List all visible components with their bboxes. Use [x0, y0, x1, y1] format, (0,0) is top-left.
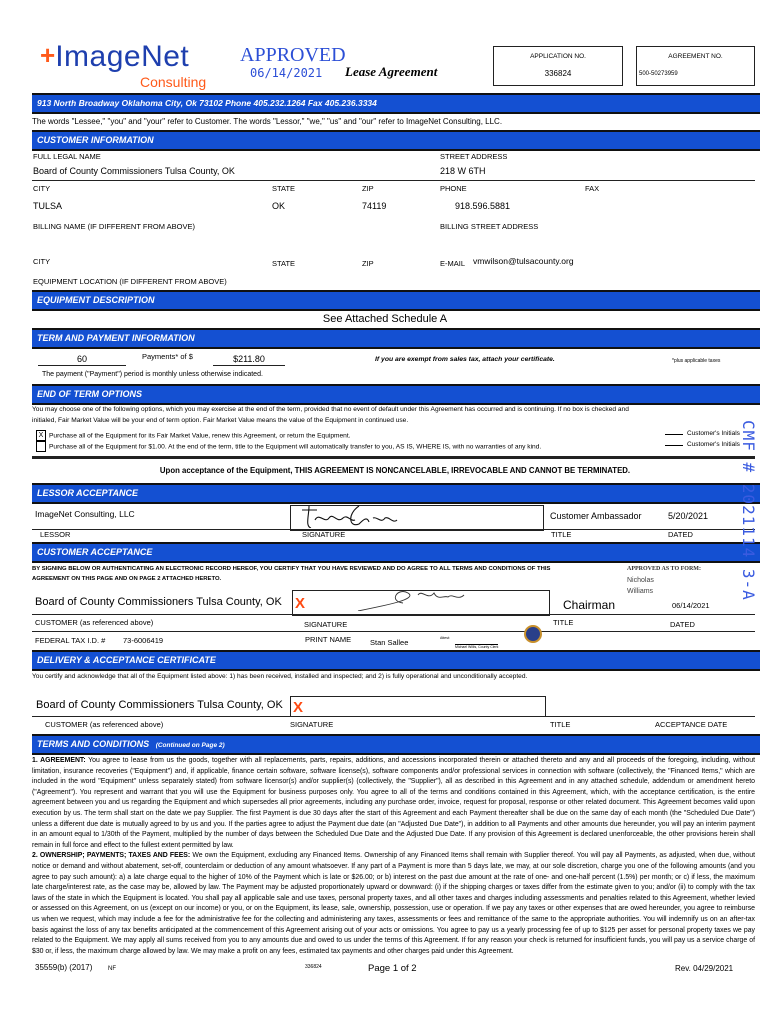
logo-main: ImageNet [55, 40, 190, 73]
section-customer-information: CUSTOMER INFORMATION [32, 130, 760, 151]
terms-text: 1. AGREEMENT: You agree to lease from us… [32, 757, 756, 955]
customer-signature-box[interactable]: X [292, 590, 550, 616]
payment-amount: $211.80 [213, 354, 285, 366]
agreement-number-box: AGREEMENT NO. 500-50273959 [636, 46, 755, 86]
page-title: Lease Agreement [345, 64, 438, 79]
zip: 74119 [362, 201, 387, 211]
divider [32, 180, 755, 181]
address-bar: 913 North Broadway Oklahoma City, Ok 731… [32, 93, 760, 114]
checkbox-one-dollar[interactable] [36, 441, 46, 452]
city: TULSA [33, 201, 63, 211]
signature-image [302, 505, 398, 528]
section-end-of-term: END OF TERM OPTIONS [32, 384, 760, 405]
application-number-box: APPLICATION NO. 336824 [493, 46, 623, 86]
section-customer-acceptance: CUSTOMER ACCEPTANCE [32, 542, 760, 563]
definitions: The words "Lessee," "you" and "your" ref… [32, 117, 503, 126]
section-terms-conditions: TERMS AND CONDITIONS (Continued on Page … [32, 734, 760, 755]
logo: +ImageNet Consulting [40, 40, 207, 90]
phone: 918.596.5881 [455, 201, 511, 211]
payment-count: 60 [38, 354, 126, 366]
approved-date: 06/14/2021 [250, 66, 323, 80]
customer-name: Board of County Commissioners Tulsa Coun… [35, 596, 282, 608]
approved-stamp: APPROVED [240, 44, 346, 66]
checkbox-fmv[interactable]: X [36, 430, 46, 441]
street-address: 218 W 6TH [440, 166, 486, 176]
county-seal-icon [524, 625, 542, 643]
email: vmwilson@tulsacounty.org [473, 256, 574, 266]
logo-sub: Consulting [140, 74, 207, 90]
delivery-signature-box[interactable]: X [290, 696, 546, 717]
section-delivery-acceptance: DELIVERY & ACCEPTANCE CERTIFICATE [32, 650, 760, 671]
section-equipment-description: EQUIPMENT DESCRIPTION [32, 290, 760, 311]
signature-image [357, 591, 465, 611]
option-fmv[interactable]: X Purchase all of the Equipment for its F… [36, 430, 351, 441]
section-term-payment: TERM AND PAYMENT INFORMATION [32, 328, 760, 349]
initials-1: Customer's Initials [665, 430, 740, 437]
lessor-signature-box[interactable] [290, 505, 544, 531]
noncancelable-notice: Upon acceptance of the Equipment, THIS A… [159, 466, 631, 475]
state: OK [272, 201, 286, 211]
initials-2: Customer's Initials [665, 441, 740, 448]
option-one-dollar[interactable]: Purchase all of the Equipment for $1.00.… [36, 441, 541, 452]
equipment-description: See Attached Schedule A [322, 313, 448, 325]
section-lessor-acceptance: LESSOR ACCEPTANCE [32, 483, 760, 504]
side-stamp: CMF # 2021114 3-A [739, 420, 758, 601]
full-legal-name: Board of County Commissioners Tulsa Coun… [33, 166, 235, 176]
